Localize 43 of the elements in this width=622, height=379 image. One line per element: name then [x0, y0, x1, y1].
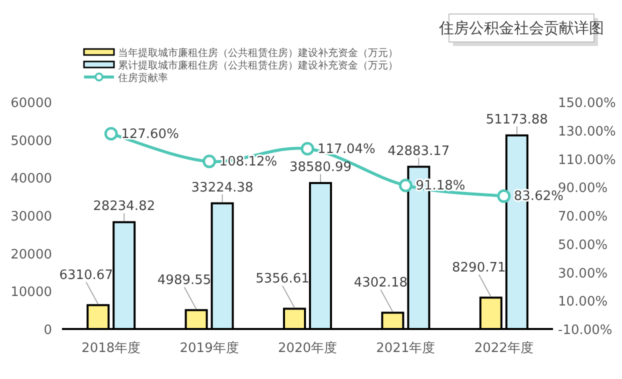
- point: [497, 189, 511, 203]
- y2-tick-label: 150.00%: [558, 96, 616, 111]
- legend-label: 当年提取城市廉租住房（公共租赁住房）建设补充资金（万元）: [118, 47, 398, 59]
- point: [104, 127, 118, 141]
- x-tick-label: 2021年度: [376, 340, 436, 356]
- legend-label: 住房贡献率: [118, 72, 168, 84]
- y-tick-label: 0: [44, 323, 52, 338]
- y-tick-label: 10000: [10, 285, 52, 300]
- data-label: 38580.99: [289, 160, 352, 176]
- data-label: 5356.61: [256, 272, 310, 287]
- y-tick-label: 40000: [10, 172, 52, 187]
- x-tick-label: 2018年度: [82, 340, 141, 356]
- data-label: 8290.71: [452, 260, 506, 276]
- y-tick-label: 20000: [10, 247, 52, 262]
- title: 住房公积金社会贡献详图: [439, 14, 604, 46]
- legend-label: 累计提取城市廉租住房（公共租赁住房）建设补充资金（万元）: [118, 60, 398, 72]
- data-label: 4302.18: [354, 276, 408, 291]
- data-label: 42883.17: [388, 144, 450, 159]
- y2-tick-label: 70.00%: [558, 210, 608, 224]
- x-tick-label: 2020年度: [278, 340, 338, 356]
- data-label: 117.04%: [318, 142, 376, 157]
- y2-tick-label: 30.00%: [558, 266, 608, 282]
- data-label: 127.60%: [121, 126, 179, 142]
- data-label: 6310.67: [59, 268, 113, 284]
- x-tick-label: 2022年度: [474, 340, 534, 356]
- y2-tick-label: 50.00%: [558, 238, 608, 253]
- data-label: 33224.38: [191, 180, 254, 196]
- data-label: 51173.88: [486, 112, 548, 128]
- x-tick-label: 2019年度: [180, 340, 239, 356]
- data-label: 28234.82: [93, 199, 156, 214]
- y2-tick-label: -10.00%: [558, 323, 612, 338]
- y-tick-label: 50000: [10, 134, 52, 149]
- point: [398, 178, 412, 192]
- y-tick-label: 60000: [10, 96, 52, 111]
- y-tick-label: 30000: [10, 210, 52, 224]
- data-label: 4989.55: [157, 273, 212, 288]
- data-label: 108.12%: [219, 154, 278, 170]
- point: [202, 154, 216, 168]
- y2-tick-label: 130.00%: [558, 124, 616, 140]
- y2-tick-label: 110.00%: [558, 152, 616, 168]
- chart-title: 住房公积金社会贡献详图: [438, 19, 604, 37]
- y2-tick-label: 10.00%: [558, 294, 608, 310]
- point: [300, 142, 314, 156]
